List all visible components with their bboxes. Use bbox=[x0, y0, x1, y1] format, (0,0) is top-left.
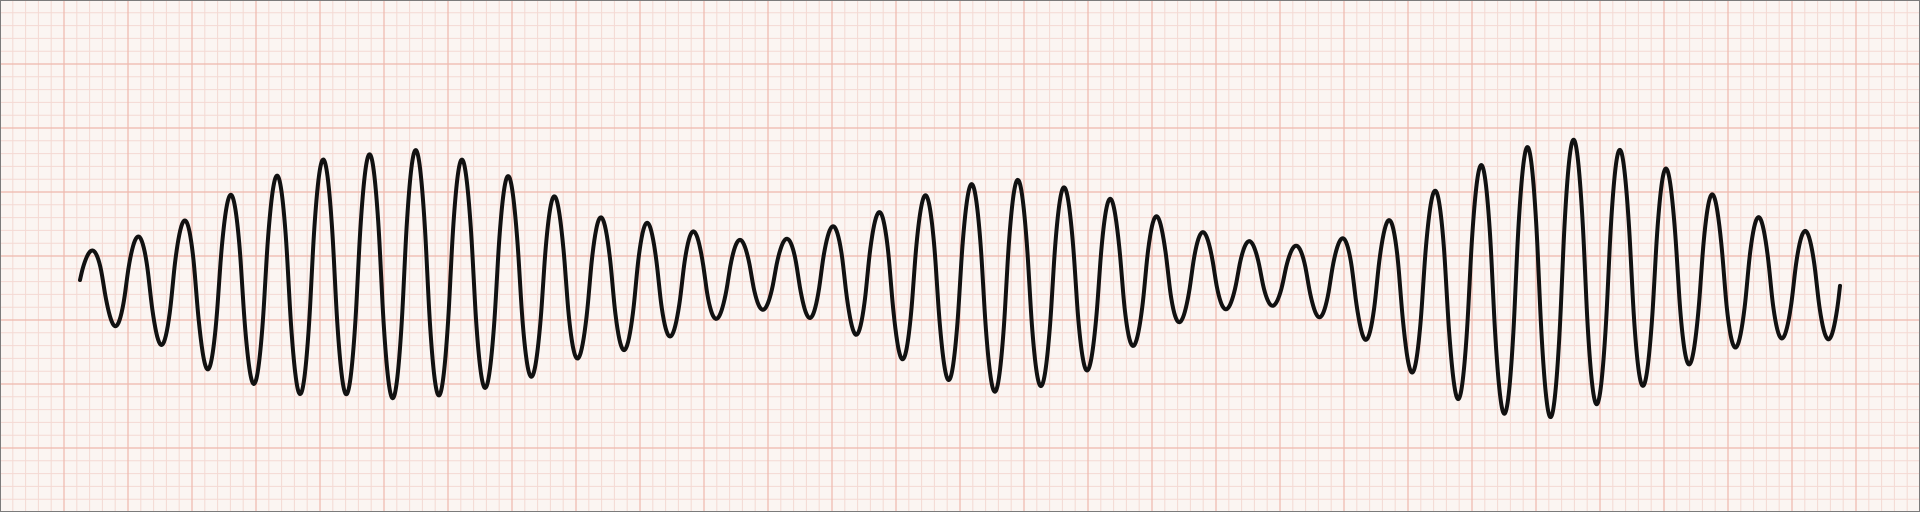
ecg-svg bbox=[0, 0, 1920, 512]
ecg-strip bbox=[0, 0, 1920, 512]
